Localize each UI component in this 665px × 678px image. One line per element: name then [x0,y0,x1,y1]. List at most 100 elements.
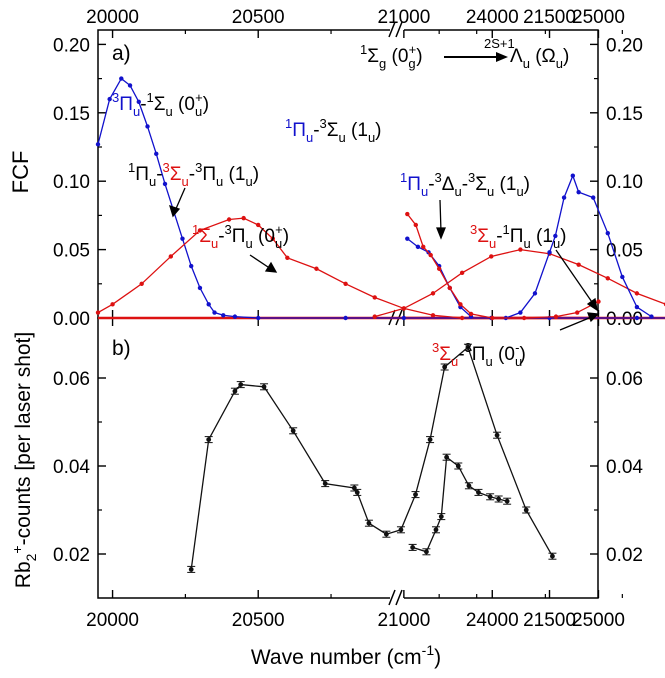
counts-point [494,432,500,438]
data-point [430,291,436,296]
label-1pi-3delta-3sigma-1u: 1Πu-3Δu-3Σu (1u) [400,170,530,199]
x-tick-label-bottom: 20500 [232,610,285,631]
counts-point [261,384,267,390]
y-tick-label-b-right: 0.02 [606,545,643,566]
label-1sigma-3pi-0u: 1Σu-3Πu (0u+) [192,222,289,251]
x-tick-label-top: 20000 [86,7,139,28]
data-point [212,310,217,315]
y-tick-label-a: 0.05 [53,241,90,262]
data-point [405,211,410,217]
data-point [576,189,581,195]
data-point [372,314,377,319]
data-point [197,228,203,233]
counts-point [438,514,444,519]
counts-point [455,463,461,469]
counts-point [232,388,238,394]
panel-a-series [95,76,665,321]
counts-point [427,437,433,442]
counts-point [354,490,360,495]
counts-point [424,549,429,555]
x-tick-label-top: 21500 [523,7,576,28]
series-line-1 [97,217,463,319]
data-point [162,181,168,187]
data-point [119,76,124,81]
counts-point [523,507,529,513]
x-tick-label-bottom: 21000 [377,610,430,631]
data-point [189,263,194,269]
label-1pi-3sigma-3pi-1u: 1Πu-3Σu-3Πu (1u) [128,160,259,189]
data-point [221,313,226,318]
data-point [430,313,436,318]
data-point [458,302,463,307]
y-tick-label-b-right: 0.04 [606,457,643,478]
y-tick-label-a: 0.10 [53,172,90,193]
counts-point [476,490,481,495]
panel-a-letter: a) [112,42,131,65]
counts-point [496,496,502,502]
data-point [553,233,558,239]
y-tick-label-a: 0.15 [53,104,90,125]
counts-point [442,364,448,370]
counts-point [188,567,194,572]
data-point [649,314,654,319]
y-tick-label-b: 0.04 [53,457,90,478]
counts-point [466,483,472,489]
data-point [415,244,421,250]
svg-text:2S+1: 2S+1 [484,36,515,51]
data-point [256,222,261,228]
x-tick-label-bottom: 20000 [86,610,139,631]
counts-point [504,498,510,504]
data-point [459,270,465,276]
x-tick-label-bottom: 24000 [466,610,519,631]
data-point [241,215,246,221]
counts-point [410,545,416,550]
data-point [206,302,211,307]
data-point [634,304,640,310]
data-point [95,142,101,147]
data-point [576,262,581,267]
counts-point [322,481,328,486]
data-point [401,315,407,321]
data-point [490,315,495,321]
counts-point [366,520,372,526]
label-3sigma-3pi-0u-minus: 3Σu-3Πu (0u-) [432,340,526,369]
data-point [575,310,580,315]
data-point [270,236,275,241]
data-point [145,124,150,129]
transition-notation: 1Σg (0g+) 2S+1 Λu (Ωu) [360,36,569,71]
data-point [343,281,348,286]
y-tick-label-a-right: 0.20 [606,35,643,56]
axis-ticks [98,30,623,598]
counts-point [487,494,493,500]
data-point [154,151,159,157]
axis-break-marks [388,21,404,606]
data-point [518,310,523,315]
data-point [421,244,426,250]
data-point [570,173,576,178]
state-labels: 3Πu-1Σu (0u+) 1Πu-3Σu (1u) 1Πu-3Σu-3Πu (… [112,90,567,369]
counts-line-0 [190,346,553,570]
data-point [489,254,494,259]
x-tick-label-top: 20500 [232,7,285,28]
panel-b-letter: b) [112,337,131,360]
data-point [256,315,261,321]
data-point [428,252,433,258]
data-point [232,314,238,319]
data-point [413,222,419,228]
y-axis-label-counts: Rb2+-counts [per laser shot] [9,332,39,588]
data-point [553,314,559,319]
y-tick-label-a: 0.00 [53,309,90,330]
data-point [95,310,101,315]
y-tick-label-b: 0.02 [53,545,90,566]
data-point [343,315,348,321]
counts-point [290,428,296,434]
data-point [634,315,640,321]
data-point [180,236,185,241]
svg-text:Λu (Ωu): Λu (Ωu) [510,46,569,71]
data-point [285,255,290,261]
data-point [547,250,552,255]
counts-point [398,527,404,533]
counts-point [550,553,555,559]
y-tick-label-a: 0.20 [53,35,90,56]
